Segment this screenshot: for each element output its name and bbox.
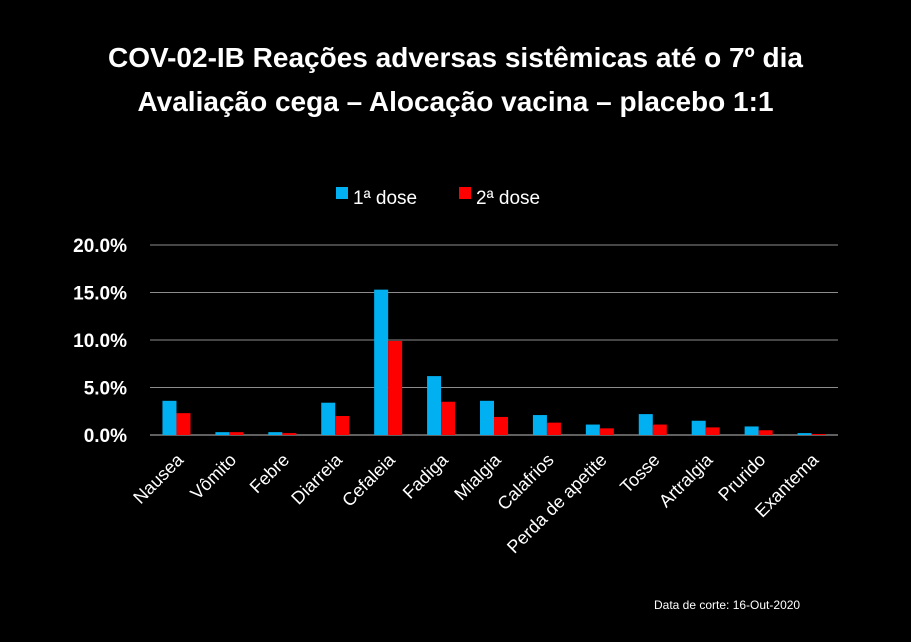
chart-title: COV-02-IB Reações adversas sistêmicas at… bbox=[107, 42, 804, 73]
x-tick-label: Perda de apetite bbox=[503, 450, 611, 558]
legend-label: 2ª dose bbox=[476, 188, 540, 209]
bar-dose2 bbox=[705, 427, 720, 435]
bar-dose1 bbox=[268, 432, 283, 435]
bar-dose2 bbox=[441, 401, 456, 435]
bar-dose1 bbox=[374, 289, 389, 435]
bars bbox=[162, 289, 826, 435]
x-tick-label: Nausea bbox=[129, 449, 188, 508]
x-tick-label: Diarreia bbox=[287, 449, 346, 508]
bar-dose1 bbox=[691, 420, 706, 435]
bar-dose2 bbox=[599, 428, 614, 435]
bar-dose1 bbox=[427, 376, 442, 435]
bar-dose2 bbox=[229, 432, 244, 435]
bar-dose2 bbox=[335, 416, 350, 435]
legend-swatch bbox=[459, 187, 471, 199]
x-tick-label: Fadiga bbox=[399, 449, 453, 503]
x-tick-label: Vômito bbox=[186, 450, 240, 504]
y-tick-label: 5.0% bbox=[84, 379, 127, 400]
x-tick-label: Febre bbox=[246, 450, 293, 497]
bar-dose2 bbox=[546, 422, 561, 435]
y-tick-label: 0.0% bbox=[84, 426, 127, 447]
x-tick-label: Artralgia bbox=[655, 449, 717, 511]
bar-dose1 bbox=[215, 432, 230, 435]
bar-dose1 bbox=[532, 415, 547, 435]
bar-dose1 bbox=[585, 424, 600, 435]
legend-swatch bbox=[336, 187, 348, 199]
bar-dose2 bbox=[758, 430, 773, 435]
bar-dose2 bbox=[282, 433, 297, 435]
y-tick-label: 20.0% bbox=[73, 236, 127, 257]
bar-dose1 bbox=[744, 426, 759, 435]
bar-dose1 bbox=[162, 400, 177, 435]
bar-dose1 bbox=[797, 433, 812, 435]
bar-dose2 bbox=[176, 413, 191, 435]
x-tick-label: Cefaleia bbox=[338, 449, 400, 511]
x-tick-label: Tosse bbox=[616, 450, 663, 497]
legend: 1ª dose 2ª dose bbox=[336, 187, 540, 209]
bar-dose2 bbox=[388, 340, 403, 435]
bar-dose1 bbox=[480, 400, 494, 435]
legend-label: 1ª dose bbox=[353, 188, 417, 209]
footnote: Data de corte: 16-Out-2020 bbox=[654, 598, 801, 612]
bar-dose2 bbox=[811, 434, 826, 435]
y-axis-ticks: 0.0% 5.0% 10.0% 15.0% 20.0% bbox=[73, 236, 127, 447]
bar-dose2 bbox=[494, 416, 508, 435]
bar-dose2 bbox=[652, 424, 667, 435]
y-tick-label: 15.0% bbox=[73, 284, 127, 305]
y-tick-label: 10.0% bbox=[73, 331, 127, 352]
bar-dose1 bbox=[321, 402, 336, 435]
chart-subtitle: Avaliação cega – Alocação vacina – place… bbox=[137, 86, 774, 117]
bar-dose1 bbox=[638, 414, 653, 435]
